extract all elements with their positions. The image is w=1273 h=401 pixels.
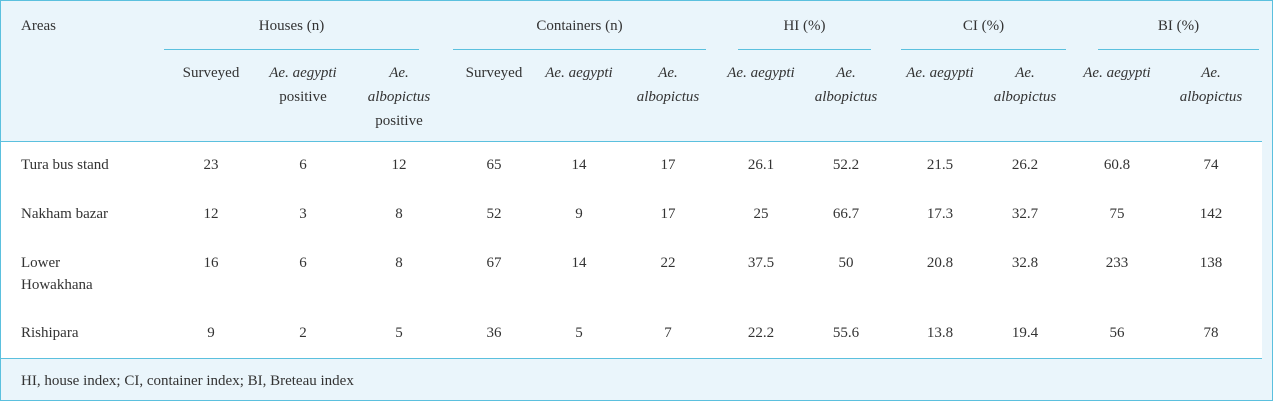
- suffix: positive: [375, 113, 423, 129]
- value-cell: 74: [1203, 157, 1219, 173]
- value-cell: 8: [395, 255, 403, 271]
- column-header: Surveyed: [166, 61, 256, 85]
- value-cell: 6: [299, 255, 307, 271]
- value-cell: 32.8: [1011, 255, 1039, 271]
- value-cell: 21.5: [926, 157, 954, 173]
- value-cell: 20.8: [926, 255, 954, 271]
- group-header: HI (%): [783, 18, 826, 34]
- value-cell: 67: [486, 255, 502, 271]
- value-cell: 7: [664, 325, 672, 341]
- footer-rule: [1, 358, 1262, 359]
- value-cell: 78: [1203, 325, 1219, 341]
- value-cell: 65: [486, 157, 502, 173]
- value-cell: 142: [1199, 206, 1223, 222]
- value-cell: 3: [299, 206, 307, 222]
- column-header: Surveyed: [449, 61, 539, 85]
- value-cell: 8: [395, 206, 403, 222]
- group-header: CI (%): [962, 18, 1005, 34]
- value-cell: 17: [660, 206, 676, 222]
- value-cell: 50: [838, 255, 854, 271]
- area-cell: Nakham bazar: [21, 206, 109, 222]
- value-cell: 36: [486, 325, 502, 341]
- value-cell: 19.4: [1011, 325, 1039, 341]
- value-cell: 60.8: [1103, 157, 1131, 173]
- area-cell: Rishipara: [21, 325, 79, 341]
- value-cell: 233: [1105, 255, 1129, 271]
- value-cell: 52: [486, 206, 502, 222]
- species: Ae. albopictus: [993, 65, 1057, 105]
- value-cell: 12: [391, 157, 407, 173]
- value-cell: 56: [1109, 325, 1125, 341]
- value-cell: 66.7: [832, 206, 860, 222]
- value-cell: 5: [395, 325, 403, 341]
- species: Ae. aegypti: [1083, 65, 1151, 81]
- column-header: Ae. albopictus: [1166, 61, 1256, 109]
- group-rule: [164, 49, 419, 50]
- group-rule: [1098, 49, 1259, 50]
- group-header: BI (%): [1157, 18, 1200, 34]
- footnote: HI, house index; CI, container index; BI…: [21, 373, 354, 389]
- group-rule: [901, 49, 1066, 50]
- value-cell: 22.2: [747, 325, 775, 341]
- value-cell: 26.1: [747, 157, 775, 173]
- column-header: Ae. aegypti: [534, 61, 624, 85]
- suffix: positive: [279, 89, 327, 105]
- column-header: Ae. albopictus: [980, 61, 1070, 109]
- column-header: Ae. albopictus positive: [354, 61, 444, 133]
- species: Ae. aegypti: [269, 65, 337, 81]
- table-body: [1, 142, 1262, 358]
- group-header: Houses (n): [258, 18, 325, 34]
- species: Ae. albopictus: [367, 65, 431, 105]
- value-cell: 14: [571, 255, 587, 271]
- value-cell: 9: [207, 325, 215, 341]
- species: Ae. albopictus: [1179, 65, 1243, 105]
- column-label: Surveyed: [465, 65, 523, 81]
- value-cell: 32.7: [1011, 206, 1039, 222]
- column-header: Ae. aegypti: [895, 61, 985, 85]
- species: Ae. albopictus: [814, 65, 878, 105]
- value-cell: 22: [660, 255, 676, 271]
- group-header: Containers (n): [536, 18, 623, 34]
- column-header: Ae. albopictus: [801, 61, 891, 109]
- column-label: Surveyed: [182, 65, 240, 81]
- column-header: Ae. aegypti positive: [258, 61, 348, 109]
- value-cell: 55.6: [832, 325, 860, 341]
- value-cell: 23: [203, 157, 219, 173]
- value-cell: 14: [571, 157, 587, 173]
- value-cell: 75: [1109, 206, 1125, 222]
- value-cell: 12: [203, 206, 219, 222]
- value-cell: 5: [575, 325, 583, 341]
- group-rule: [453, 49, 706, 50]
- value-cell: 52.2: [832, 157, 860, 173]
- species: Ae. albopictus: [636, 65, 700, 105]
- species: Ae. aegypti: [727, 65, 795, 81]
- column-header: Ae. aegypti: [1072, 61, 1162, 85]
- species: Ae. aegypti: [906, 65, 974, 81]
- species: Ae. aegypti: [545, 65, 613, 81]
- value-cell: 16: [203, 255, 219, 271]
- value-cell: 6: [299, 157, 307, 173]
- header-rule: [1, 141, 1262, 142]
- column-header: Ae. aegypti: [716, 61, 806, 85]
- value-cell: 26.2: [1011, 157, 1039, 173]
- column-header: Ae. albopictus: [623, 61, 713, 109]
- value-cell: 17.3: [926, 206, 954, 222]
- value-cell: 37.5: [747, 255, 775, 271]
- area-cell: Lower Howakhana: [21, 255, 93, 293]
- value-cell: 13.8: [926, 325, 954, 341]
- area-cell: Tura bus stand: [21, 157, 109, 173]
- header-cell: Areas: [21, 18, 56, 34]
- value-cell: 25: [753, 206, 769, 222]
- value-cell: 2: [299, 325, 307, 341]
- value-cell: 138: [1199, 255, 1223, 271]
- value-cell: 9: [575, 206, 583, 222]
- group-rule: [738, 49, 871, 50]
- value-cell: 17: [660, 157, 676, 173]
